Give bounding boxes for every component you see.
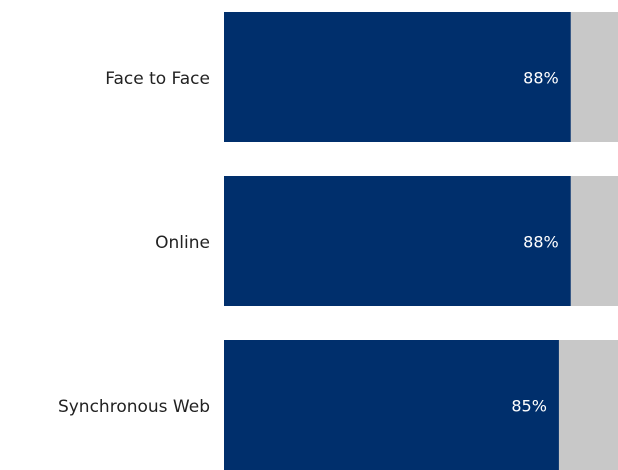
bar xyxy=(224,12,571,142)
value-label: 88% xyxy=(523,233,559,252)
bar xyxy=(224,340,559,470)
category-label: Synchronous Web xyxy=(58,397,210,417)
bar xyxy=(224,176,571,306)
value-label: 88% xyxy=(523,69,559,88)
category-label: Face to Face xyxy=(105,69,210,89)
category-label: Online xyxy=(155,233,210,253)
value-label: 85% xyxy=(511,397,547,416)
